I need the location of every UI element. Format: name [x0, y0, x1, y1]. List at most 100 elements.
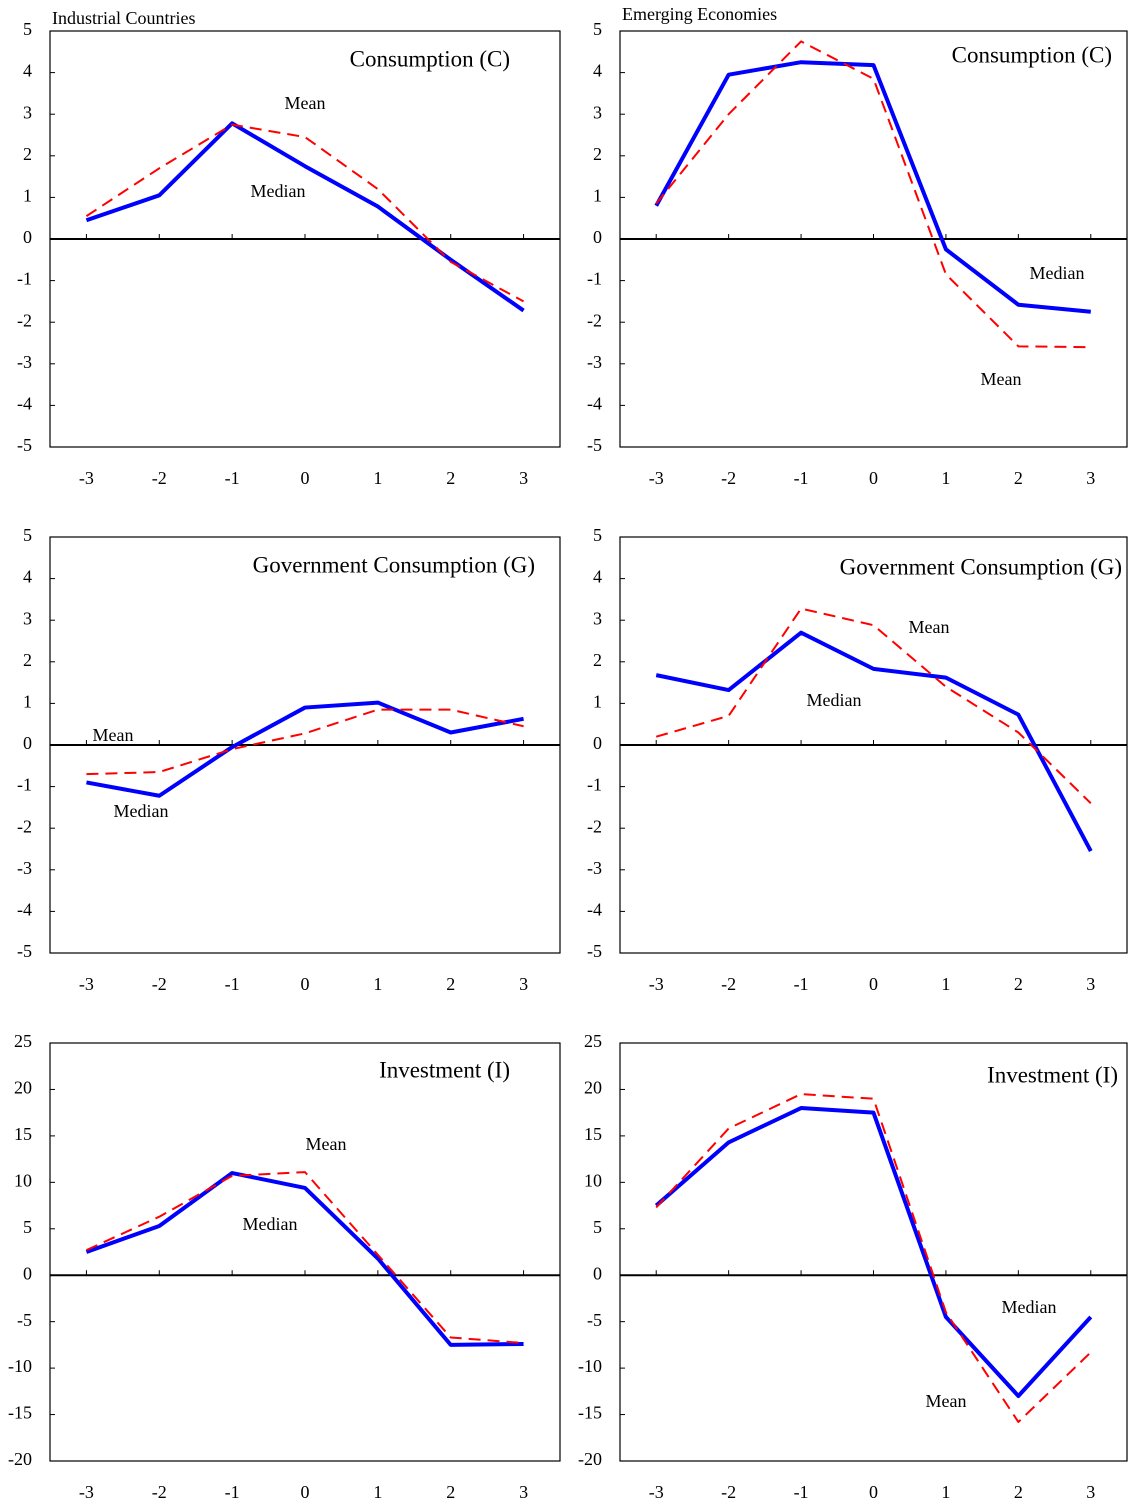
y-tick-label: 20 — [14, 1078, 32, 1098]
plot-frame — [49, 1042, 561, 1462]
x-tick-label: -3 — [79, 1482, 94, 1502]
y-tick-label: -2 — [587, 816, 602, 836]
y-tick-label: -1 — [587, 269, 602, 289]
y-tick-label: -5 — [587, 1310, 602, 1330]
y-tick-label: -4 — [17, 394, 32, 414]
chart-title: Consumption (C) — [952, 42, 1112, 67]
y-tick-label: 2 — [23, 650, 32, 670]
y-tick-label: 3 — [593, 608, 602, 628]
y-tick-label: 25 — [584, 1031, 602, 1051]
y-tick-label: 2 — [593, 144, 602, 164]
series-label: Median — [807, 690, 862, 710]
y-tick-label: -20 — [578, 1449, 602, 1469]
x-tick-label: 2 — [1014, 468, 1023, 488]
x-tick-label: 0 — [301, 1482, 310, 1502]
series-line — [85, 1171, 524, 1347]
y-tick-label: 15 — [584, 1124, 602, 1144]
x-tick-label: 1 — [373, 1482, 382, 1502]
x-tick-label: 2 — [446, 1482, 455, 1502]
x-tick-label: -1 — [794, 468, 809, 488]
x-tick-label: 2 — [446, 468, 455, 488]
y-tick-label: 4 — [593, 567, 602, 587]
series-label: Median — [1002, 1297, 1057, 1317]
y-tick-label: 2 — [23, 144, 32, 164]
y-tick-label: 5 — [23, 1217, 32, 1237]
x-tick-label: 3 — [519, 468, 528, 488]
x-tick-label: 0 — [869, 1482, 878, 1502]
y-tick-label: -1 — [587, 775, 602, 795]
y-tick-label: -2 — [17, 816, 32, 836]
y-tick-label: 15 — [14, 1124, 32, 1144]
y-tick-label: -2 — [17, 310, 32, 330]
y-tick-label: -4 — [587, 900, 602, 920]
y-tick-label: 0 — [593, 227, 602, 247]
x-tick-label: 3 — [519, 974, 528, 994]
x-tick-label: 3 — [1086, 974, 1095, 994]
y-tick-label: -15 — [578, 1403, 602, 1423]
x-tick-label: 3 — [1086, 468, 1095, 488]
series-line — [654, 1106, 1093, 1398]
y-tick-label: 5 — [23, 19, 32, 39]
x-tick-label: -2 — [721, 974, 736, 994]
y-tick-label: -15 — [8, 1403, 32, 1423]
series-label: Median — [1030, 263, 1085, 283]
x-tick-label: -1 — [225, 468, 240, 488]
y-tick-label: -4 — [17, 900, 32, 920]
series-line — [86, 1171, 524, 1345]
y-tick-label: 4 — [23, 61, 32, 81]
y-tick-label: 10 — [584, 1170, 602, 1190]
series-line — [654, 60, 1091, 314]
x-tick-label: -2 — [152, 468, 167, 488]
series-line — [655, 630, 1093, 853]
series-line — [655, 607, 1092, 804]
x-tick-label: -3 — [649, 468, 664, 488]
x-tick-label: 1 — [941, 468, 950, 488]
x-tick-label: 3 — [1086, 1482, 1095, 1502]
y-tick-label: 1 — [23, 186, 32, 206]
y-tick-label: 3 — [23, 608, 32, 628]
series-label: Mean — [909, 617, 950, 637]
series-line — [655, 1093, 1092, 1423]
y-tick-label: 0 — [23, 1263, 32, 1283]
y-tick-label: -3 — [587, 352, 602, 372]
y-tick-label: 25 — [14, 1031, 32, 1051]
series-label: Mean — [926, 1391, 967, 1411]
y-tick-label: -5 — [17, 941, 32, 961]
x-tick-label: -1 — [794, 974, 809, 994]
panel-heading: Emerging Economies — [622, 4, 777, 24]
x-tick-label: -3 — [649, 974, 664, 994]
x-tick-label: -3 — [79, 468, 94, 488]
y-tick-label: -1 — [17, 269, 32, 289]
chart-title: Government Consumption (G) — [253, 552, 535, 577]
chart-title: Investment (I) — [987, 1062, 1118, 1087]
y-tick-label: 1 — [23, 692, 32, 712]
y-tick-label: 4 — [23, 567, 32, 587]
y-tick-label: 2 — [593, 650, 602, 670]
y-tick-label: 0 — [23, 227, 32, 247]
y-tick-label: -5 — [587, 941, 602, 961]
y-tick-label: 5 — [593, 525, 602, 545]
chart-title: Investment (I) — [379, 1057, 510, 1082]
x-tick-label: 0 — [301, 468, 310, 488]
x-tick-label: 0 — [301, 974, 310, 994]
y-tick-label: 5 — [23, 525, 32, 545]
y-tick-label: -5 — [17, 1310, 32, 1330]
y-tick-label: -2 — [587, 310, 602, 330]
series-line — [86, 700, 524, 798]
x-tick-label: 1 — [373, 974, 382, 994]
y-tick-label: -10 — [578, 1356, 602, 1376]
series-label: Mean — [981, 369, 1022, 389]
y-tick-label: 1 — [593, 692, 602, 712]
x-tick-label: 1 — [373, 468, 382, 488]
x-tick-label: 1 — [941, 1482, 950, 1502]
x-tick-label: 3 — [519, 1482, 528, 1502]
chart-title: Consumption (C) — [350, 46, 510, 71]
y-tick-label: -3 — [587, 858, 602, 878]
y-tick-label: 0 — [593, 733, 602, 753]
y-tick-label: 3 — [593, 102, 602, 122]
x-tick-label: -3 — [649, 1482, 664, 1502]
plot-frame — [619, 1042, 1128, 1462]
x-tick-label: -1 — [225, 1482, 240, 1502]
series-label: Median — [251, 181, 306, 201]
